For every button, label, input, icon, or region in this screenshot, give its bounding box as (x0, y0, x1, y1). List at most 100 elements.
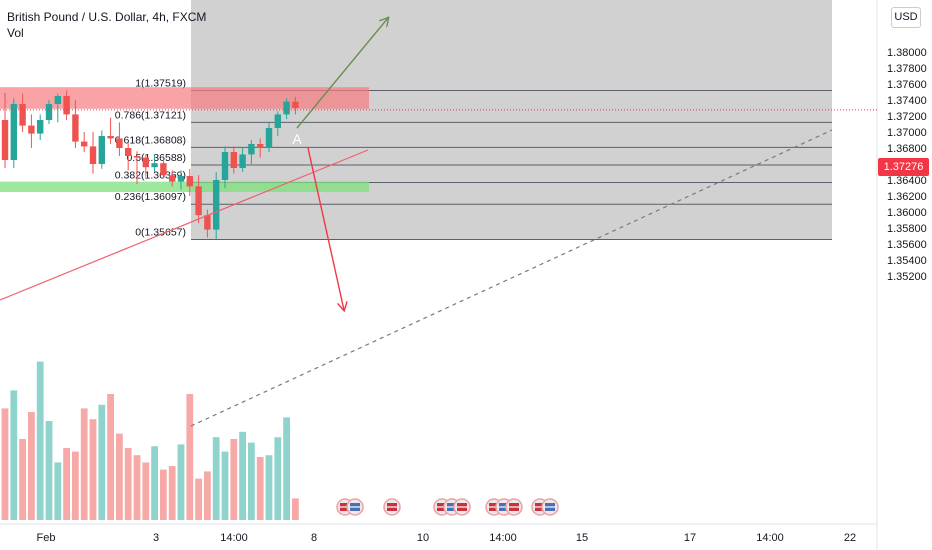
grid-layer (0, 0, 878, 550)
candle-body (274, 114, 281, 128)
volume-bar (195, 478, 202, 520)
candle (186, 168, 193, 196)
volume-bar (151, 446, 158, 520)
economic-event-flag-icon[interactable] (346, 498, 364, 516)
volume-bar (186, 394, 194, 520)
volume-bar (63, 448, 70, 520)
candle-body (177, 176, 185, 182)
candle (107, 117, 114, 144)
candle-body (283, 101, 290, 115)
candle-body (37, 120, 44, 134)
price-tick-label: 1.35400 (887, 255, 927, 267)
volume-bar (133, 455, 141, 520)
candle-body (63, 96, 70, 115)
candle (265, 122, 273, 152)
economic-event-flag-icon[interactable] (453, 498, 471, 516)
fib-level-label: 0.786(1.37121) (115, 109, 186, 121)
time-tick-label: 14:00 (220, 532, 248, 544)
volume-bar (72, 451, 79, 520)
candle-body (125, 148, 132, 156)
bearish-projection-arrow[interactable] (307, 147, 344, 310)
candle (45, 100, 53, 124)
candle (98, 130, 105, 169)
candle (292, 96, 299, 115)
candle (10, 98, 17, 168)
time-tick-label: 15 (576, 532, 588, 544)
candle (151, 156, 158, 172)
fib-retracement[interactable]: 1(1.37519) 0.786(1.37121) 0.618(1.36808) 0.… (115, 0, 832, 240)
economic-event-flag-icon[interactable] (383, 498, 401, 516)
price-tick-label: 1.35800 (887, 223, 927, 235)
candle-body (213, 180, 220, 230)
candle-body (72, 114, 79, 142)
candle (248, 140, 255, 164)
candle-body (186, 176, 193, 187)
volume-bar (256, 457, 264, 520)
rising-trendline[interactable] (0, 149, 369, 301)
price-tick-label: 1.37200 (887, 111, 927, 123)
volume-bar (283, 417, 290, 520)
candle-body (248, 144, 255, 155)
candle-body (204, 215, 211, 230)
volume-bar (177, 444, 185, 520)
time-tick-label: 17 (684, 532, 696, 544)
volume-bar (265, 455, 273, 520)
candle-body (169, 175, 176, 182)
economic-event-flag-icon[interactable] (541, 498, 559, 516)
fib-level-label: 0.618(1.36808) (115, 134, 186, 146)
volume-indicator-label[interactable]: Vol (7, 26, 24, 40)
candle (19, 93, 26, 132)
volume-bar (274, 437, 282, 520)
zones-layer[interactable] (0, 87, 369, 192)
event-markers[interactable] (336, 498, 559, 516)
volume-bar (54, 462, 62, 520)
time-tick-label: 14:00 (756, 532, 784, 544)
pattern-point-label: A (292, 131, 302, 147)
candle-body (1, 120, 9, 160)
candle-body (239, 154, 246, 168)
currency-button[interactable]: USD (891, 7, 921, 28)
volume-bar (19, 439, 26, 520)
volume-bar (80, 408, 88, 520)
candle-body (89, 146, 97, 164)
time-axis[interactable]: Feb 3 14:00 8 10 14:00 15 17 14:00 22 (37, 532, 857, 544)
candle (37, 114, 44, 140)
candle (133, 151, 141, 184)
candle-body (292, 101, 299, 108)
price-tick-label: 1.35200 (887, 271, 927, 283)
price-tick-label: 1.36800 (887, 143, 927, 155)
candle (257, 138, 264, 158)
candle-body (265, 128, 273, 148)
support-zone[interactable] (0, 181, 369, 192)
price-tick-label: 1.36200 (887, 191, 927, 203)
candle (221, 146, 229, 188)
candle-body (151, 163, 158, 168)
price-tick-label: 1.37800 (887, 63, 927, 75)
volume-bar (292, 498, 299, 520)
candle (81, 132, 88, 152)
candle (54, 93, 61, 123)
fib-level-label: 0(1.35657) (135, 226, 186, 238)
time-tick-label: 14:00 (489, 532, 517, 544)
price-tick-label: 1.37000 (887, 127, 927, 139)
resistance-zone[interactable] (0, 87, 369, 109)
candle (28, 114, 35, 148)
candle (142, 154, 149, 177)
fib-shaded-box[interactable] (191, 0, 832, 240)
time-tick-label: 22 (844, 532, 856, 544)
drawings-layer[interactable]: A (0, 18, 877, 427)
candle (195, 175, 202, 224)
volume-bar (1, 408, 9, 520)
candle-body (28, 125, 35, 134)
symbol-title[interactable]: British Pound / U.S. Dollar, 4h, FXCM (7, 10, 207, 24)
candle (89, 132, 97, 174)
candle (283, 98, 290, 120)
economic-event-flag-icon[interactable] (505, 498, 523, 516)
volume-bar (107, 394, 114, 520)
time-tick-label: 3 (153, 532, 159, 544)
candle (274, 111, 281, 136)
candle-body (133, 156, 141, 158)
dashed-diagonal-line[interactable] (190, 129, 833, 427)
